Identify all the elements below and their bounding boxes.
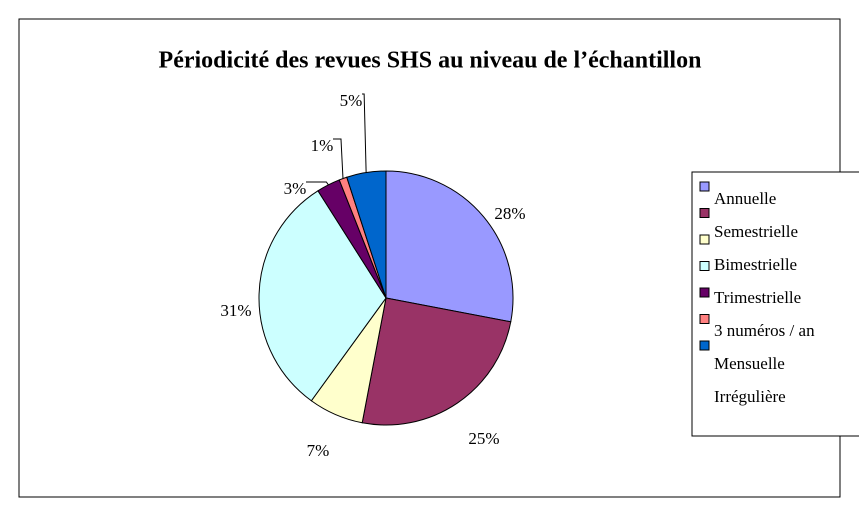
chart-title: Périodicité des revues SHS au niveau de … (159, 48, 702, 74)
legend-label: Irrégulière (714, 387, 786, 406)
data-label: 1% (311, 136, 334, 155)
pie-slice (361, 297, 512, 426)
pie-slice (258, 190, 387, 402)
data-label: 28% (494, 204, 525, 223)
legend-swatch (699, 287, 710, 298)
leader-line (362, 93, 367, 173)
legend-swatch (699, 208, 710, 218)
legend-label: Mensuelle (714, 354, 785, 373)
legend-label: Trimestrielle (714, 288, 801, 307)
leader-line (333, 138, 344, 179)
pie-slice (385, 170, 514, 323)
legend-swatch (699, 314, 710, 324)
legend-label: 3 numéros / an (714, 321, 815, 340)
legend-label: Semestrielle (714, 222, 798, 241)
pie-slice (346, 170, 387, 299)
legend-label: Annuelle (714, 189, 776, 208)
legend-swatch (699, 181, 710, 192)
data-label: 31% (220, 301, 251, 320)
legend-swatch (699, 340, 710, 351)
leader-line (306, 181, 329, 186)
data-label: 25% (468, 429, 499, 448)
data-label: 3% (284, 179, 307, 198)
legend-swatch (699, 234, 710, 245)
legend-label: Bimestrielle (714, 255, 797, 274)
data-label: 7% (307, 441, 330, 460)
data-label: 5% (340, 91, 363, 110)
legend-box (691, 171, 859, 437)
legend-swatch (699, 261, 710, 271)
